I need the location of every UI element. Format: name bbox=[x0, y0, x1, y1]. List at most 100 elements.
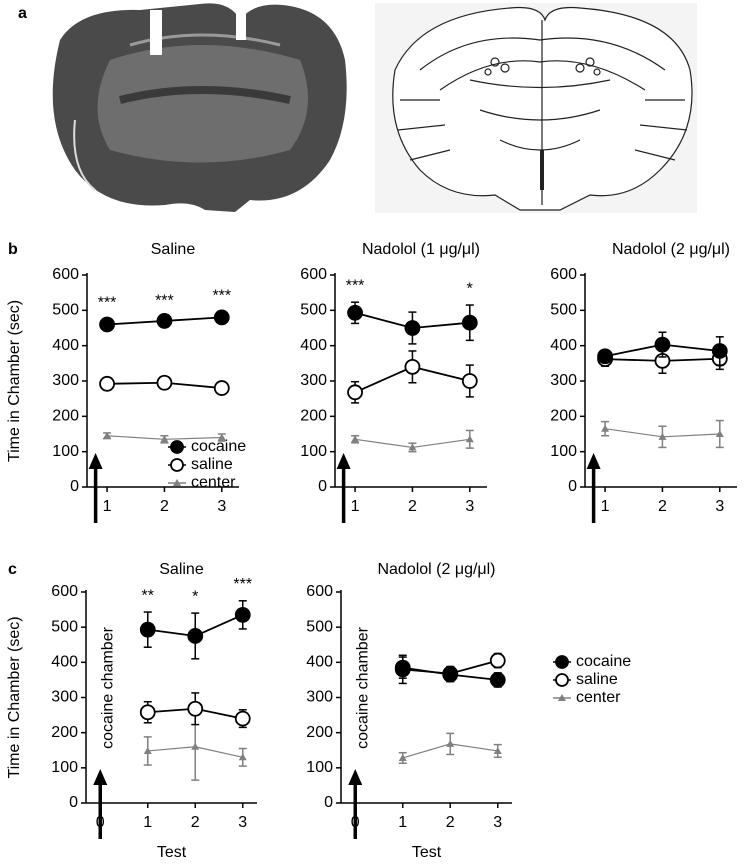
legend-symbol bbox=[170, 440, 184, 454]
marker bbox=[103, 431, 112, 439]
x-tick-label: 1 bbox=[351, 498, 360, 515]
marker bbox=[99, 316, 115, 333]
chart-title: Nadolol (2 μg/μl) bbox=[377, 561, 495, 578]
x-tick-label: 2 bbox=[446, 814, 455, 831]
x-tick-label: 1 bbox=[143, 814, 152, 831]
legend-symbol bbox=[555, 655, 569, 669]
chart: Nadolol (2 μg/μl)01002003004005006000123… bbox=[306, 561, 631, 861]
marker bbox=[139, 704, 156, 721]
legend-label: cocaine bbox=[191, 438, 246, 455]
marker bbox=[238, 753, 247, 761]
chart: Saline01002003004005006000123Time in Cha… bbox=[6, 561, 257, 861]
x-tick-label: 2 bbox=[658, 498, 667, 515]
brain-section-image bbox=[52, 3, 347, 213]
marker bbox=[156, 313, 173, 329]
x-tick-label: 3 bbox=[238, 814, 247, 831]
y-tick-label: 500 bbox=[300, 302, 327, 319]
y-tick-label: 300 bbox=[52, 372, 79, 389]
chart: Nadolol (1 μg/μl) 0 100 200 300 400 500 600 1 2 3 *… bbox=[300, 241, 487, 523]
arrow-head bbox=[348, 769, 363, 785]
arrow-label: cocaine chamber bbox=[354, 626, 371, 749]
y-tick-label: 200 bbox=[300, 408, 327, 425]
y-tick-label: 0 bbox=[318, 478, 327, 495]
marker bbox=[351, 435, 360, 443]
significance-label: * bbox=[192, 588, 198, 605]
y-tick-label: 0 bbox=[69, 794, 78, 811]
y-tick-label: 600 bbox=[550, 266, 577, 283]
y-tick-label: 100 bbox=[51, 759, 78, 776]
marker bbox=[213, 309, 230, 326]
legend-symbol bbox=[555, 673, 569, 687]
legend-label: cocaine bbox=[576, 653, 631, 670]
y-tick-label: 200 bbox=[51, 724, 78, 741]
significance-label: *** bbox=[98, 294, 117, 311]
marker bbox=[139, 621, 156, 638]
panel-label: c bbox=[8, 561, 17, 578]
chart: Nadolol (2 μg/μl) 0 100 200 300 400 500 600 1 2 3 bbox=[550, 241, 737, 523]
marker bbox=[404, 358, 421, 375]
marker bbox=[601, 424, 610, 432]
x-tick-label: 3 bbox=[465, 498, 474, 515]
y-tick-label: 100 bbox=[550, 443, 577, 460]
marker bbox=[446, 739, 455, 747]
marker bbox=[213, 380, 230, 396]
y-tick-label: 100 bbox=[306, 759, 333, 776]
x-tick-label: 1 bbox=[601, 498, 610, 515]
marker bbox=[191, 742, 200, 750]
atlas-drawing bbox=[375, 3, 697, 213]
marker bbox=[217, 433, 226, 441]
y-axis-label: Time in Chamber (sec) bbox=[6, 616, 23, 778]
y-tick-label: 400 bbox=[306, 654, 333, 671]
marker bbox=[461, 314, 478, 331]
x-tick-label: 2 bbox=[191, 814, 200, 831]
panel-label: b bbox=[8, 241, 18, 258]
legend-label: saline bbox=[576, 671, 618, 688]
marker bbox=[404, 320, 421, 336]
significance-label: * bbox=[467, 280, 473, 297]
legend-label: center bbox=[191, 474, 236, 491]
y-tick-label: 500 bbox=[550, 302, 577, 319]
marker bbox=[347, 304, 363, 321]
y-tick-label: 200 bbox=[52, 408, 79, 425]
y-tick-label: 400 bbox=[52, 337, 79, 354]
y-tick-label: 600 bbox=[51, 583, 78, 600]
significance-label: *** bbox=[155, 293, 174, 310]
marker bbox=[234, 606, 251, 623]
significance-label: *** bbox=[233, 576, 252, 593]
marker bbox=[187, 628, 204, 644]
arrow-head bbox=[336, 453, 351, 469]
y-tick-label: 100 bbox=[52, 443, 79, 460]
x-tick-label: 2 bbox=[160, 498, 169, 515]
marker bbox=[489, 672, 506, 688]
y-tick-label: 300 bbox=[51, 689, 78, 706]
legend-symbol bbox=[170, 458, 184, 472]
legend-label: saline bbox=[191, 456, 233, 473]
y-tick-label: 600 bbox=[306, 583, 333, 600]
chart-title: Saline bbox=[159, 561, 204, 578]
marker bbox=[143, 746, 152, 754]
x-tick-label: 1 bbox=[103, 498, 112, 515]
x-tick-label: 2 bbox=[408, 498, 417, 515]
x-tick-label: 3 bbox=[715, 498, 724, 515]
marker bbox=[99, 375, 115, 392]
y-tick-label: 500 bbox=[306, 618, 333, 635]
x-tick-label: 3 bbox=[493, 814, 502, 831]
significance-label: ** bbox=[142, 587, 154, 604]
chart: Saline 0 100 200 300 400 500 600 1 2 3 Time in Cham… bbox=[6, 241, 246, 523]
marker bbox=[156, 374, 173, 391]
y-tick-label: 0 bbox=[324, 794, 333, 811]
marker bbox=[489, 652, 506, 669]
marker bbox=[347, 384, 363, 401]
significance-label: *** bbox=[346, 277, 365, 294]
marker bbox=[715, 430, 724, 437]
x-tick-label: 1 bbox=[398, 814, 407, 831]
chart-title: Nadolol (2 μg/μl) bbox=[612, 241, 730, 258]
legend-symbol bbox=[558, 694, 566, 701]
y-tick-label: 500 bbox=[51, 618, 78, 635]
marker bbox=[187, 700, 204, 717]
y-tick-label: 400 bbox=[300, 337, 327, 354]
marker bbox=[658, 432, 667, 440]
x-axis-label: Test bbox=[157, 844, 187, 861]
y-tick-label: 0 bbox=[568, 478, 577, 495]
